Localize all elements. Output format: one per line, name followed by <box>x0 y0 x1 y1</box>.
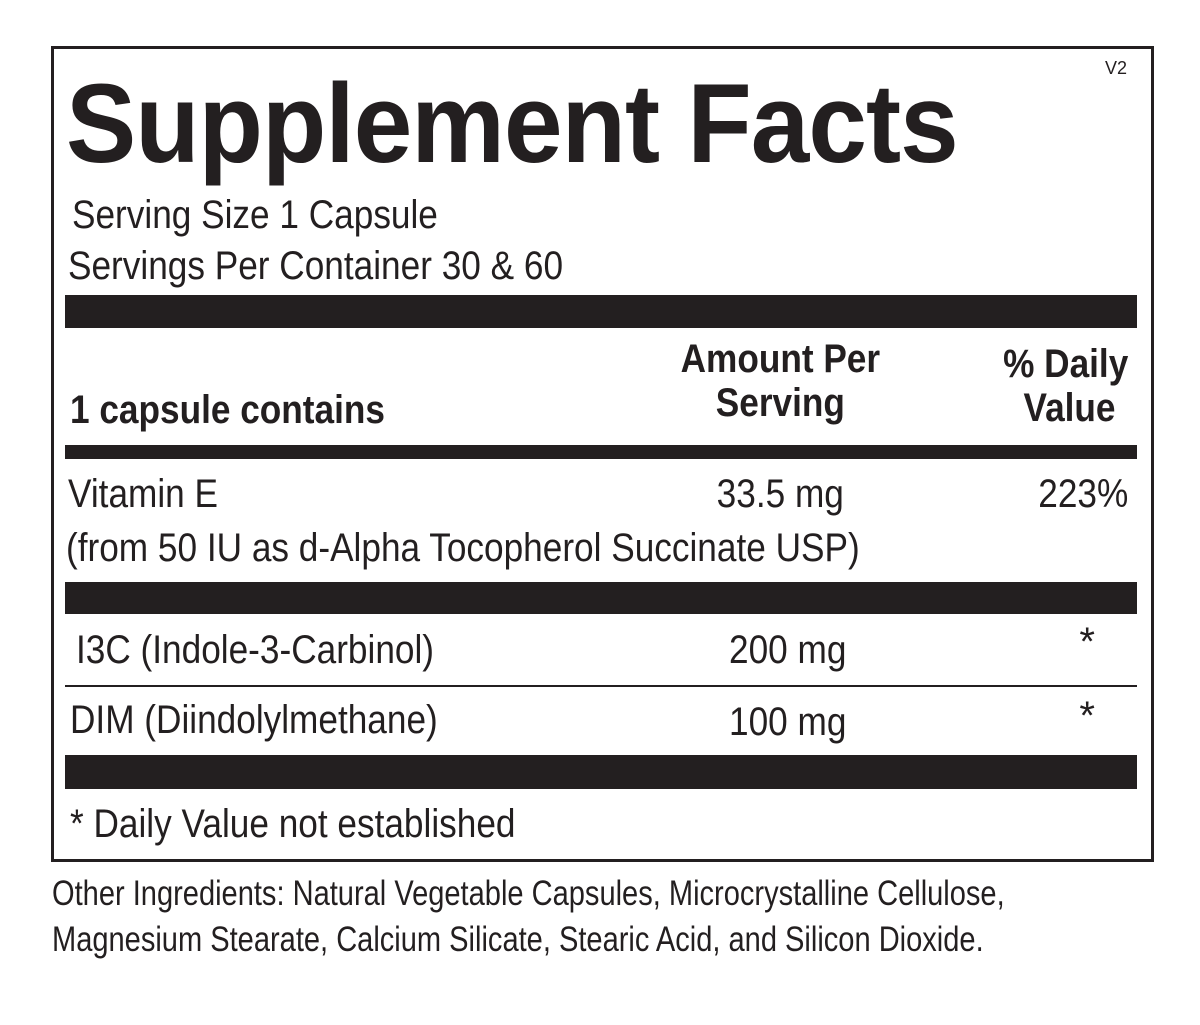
other-ingredients-line2: Magnesium Stearate, Calcium Silicate, St… <box>52 920 984 959</box>
row-vitamin-e-amount: 33.5 mg <box>620 472 940 516</box>
row-i3c-name: I3C (Indole-3-Carbinol) <box>76 628 483 672</box>
header-dv-line1: % Daily <box>1002 342 1128 386</box>
header-contains: 1 capsule contains <box>70 388 428 432</box>
row-amount-text: 100 mg <box>729 700 847 744</box>
row-dim-name: DIM (Diindolylmethane) <box>70 698 488 742</box>
row-i3c-amount: 200 mg <box>628 628 948 672</box>
row-amount-text: 33.5 mg <box>716 472 844 516</box>
supplement-facts-panel <box>51 46 1154 862</box>
other-ingredients: Other Ingredients: Natural Vegetable Cap… <box>52 871 1200 963</box>
header-daily-value: % Daily Value <box>930 342 1128 430</box>
panel-title: Supplement Facts <box>66 62 1015 186</box>
thick-divider <box>65 755 1137 789</box>
row-dv-text: * <box>1079 620 1095 664</box>
thin-divider <box>65 685 1137 687</box>
row-vitamin-e-name: Vitamin E <box>68 472 238 516</box>
servings-per-container-text: Servings Per Container 30 & 60 <box>68 244 564 288</box>
row-amount-text: 200 mg <box>729 628 847 672</box>
panel-title-text: Supplement Facts <box>66 61 959 186</box>
other-ingredients-line1: Other Ingredients: Natural Vegetable Cap… <box>52 874 1005 913</box>
row-name-text: I3C (Indole-3-Carbinol) <box>76 628 435 672</box>
row-sub-text: (from 50 IU as d-Alpha Tocopherol Succin… <box>66 526 860 570</box>
footnote-text: * Daily Value not established <box>70 802 516 846</box>
header-amount-line1: Amount Per <box>680 337 880 381</box>
row-vitamin-e-source: (from 50 IU as d-Alpha Tocopherol Succin… <box>66 526 968 570</box>
row-dv-text: 223% <box>1037 472 1128 516</box>
serving-size-text: Serving Size 1 Capsule <box>72 193 438 237</box>
row-vitamin-e-dv: 223% <box>930 472 1128 516</box>
thick-divider <box>65 295 1137 328</box>
servings-per-container: Servings Per Container 30 & 60 <box>68 244 631 288</box>
medium-divider <box>65 445 1137 459</box>
header-dv-line2: Value <box>1024 386 1116 430</box>
header-amount-line2: Serving <box>715 381 845 425</box>
header-amount: Amount Per Serving <box>620 337 940 425</box>
serving-size: Serving Size 1 Capsule <box>72 193 488 237</box>
version-label: V2 <box>1105 58 1128 78</box>
row-dv-text: * <box>1079 694 1095 738</box>
row-i3c-dv: * <box>930 620 1095 664</box>
footnote: * Daily Value not established <box>70 802 576 846</box>
row-dim-amount: 100 mg <box>628 700 948 744</box>
row-name-text: DIM (Diindolylmethane) <box>70 698 438 742</box>
thick-divider <box>65 582 1137 614</box>
row-name-text: Vitamin E <box>68 472 218 516</box>
row-dim-dv: * <box>930 694 1095 738</box>
header-contains-text: 1 capsule contains <box>70 388 385 432</box>
